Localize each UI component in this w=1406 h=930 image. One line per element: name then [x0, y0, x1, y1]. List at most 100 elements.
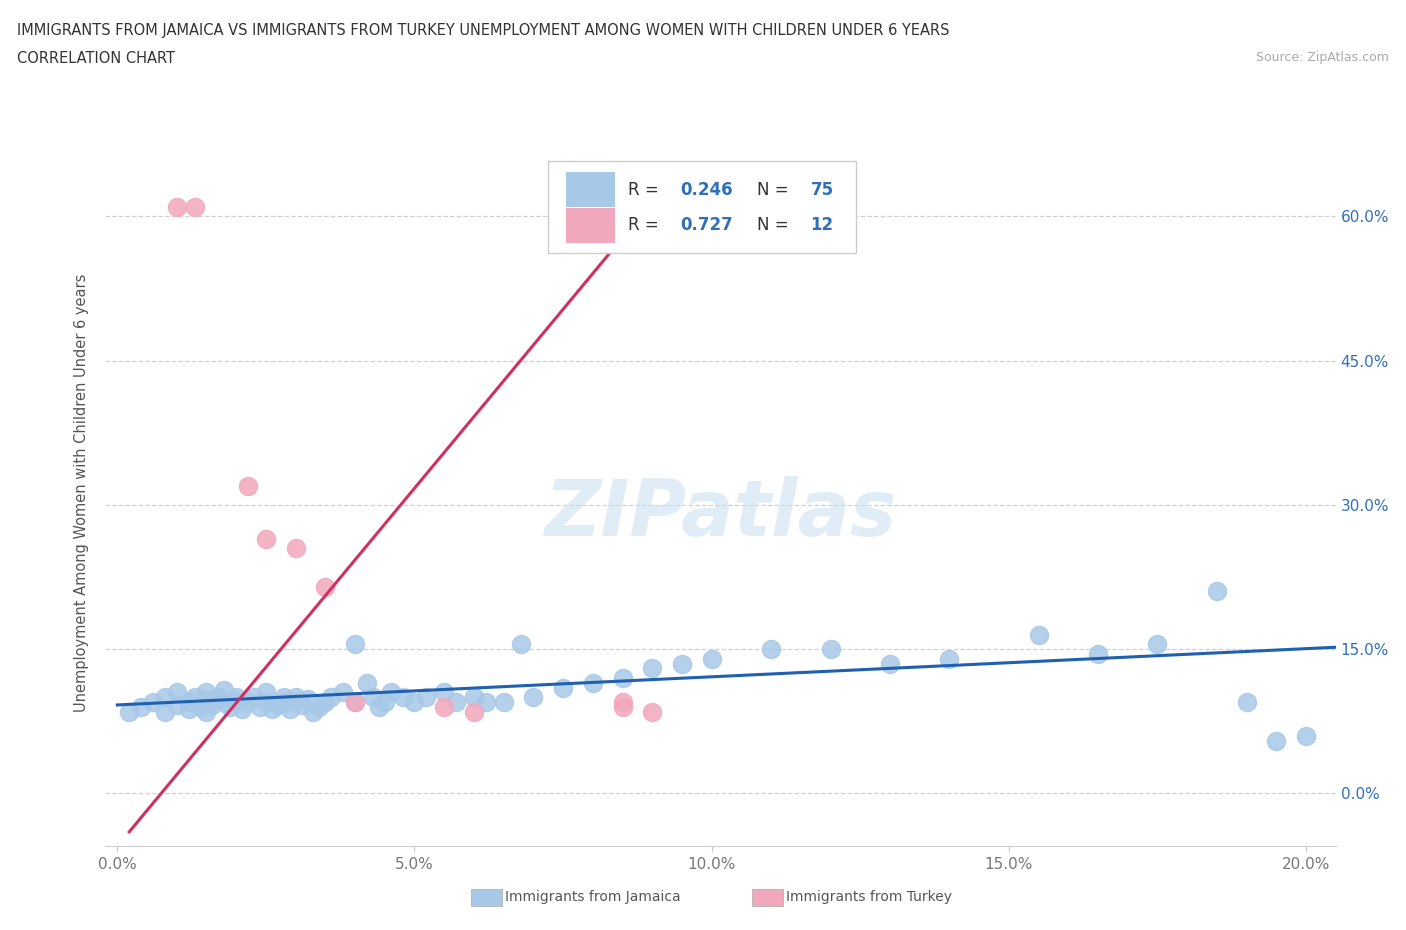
Point	[118, 704, 141, 719]
Point	[1236, 695, 1258, 710]
Point	[671, 657, 693, 671]
Point	[236, 478, 259, 493]
Point	[582, 675, 605, 690]
Point	[938, 651, 960, 666]
Text: R =: R =	[628, 180, 664, 199]
Point	[260, 701, 283, 716]
Point	[249, 699, 271, 714]
Point	[153, 690, 176, 705]
Point	[243, 690, 266, 705]
Point	[284, 690, 307, 705]
Point	[475, 695, 498, 710]
Point	[129, 699, 152, 714]
Point	[142, 695, 165, 710]
Text: N =: N =	[758, 180, 794, 199]
Point	[254, 531, 277, 546]
Point	[1087, 646, 1109, 661]
Point	[190, 699, 212, 714]
Point	[492, 695, 515, 710]
Point	[1295, 728, 1317, 743]
Point	[308, 699, 330, 714]
Point	[201, 698, 224, 712]
FancyBboxPatch shape	[548, 161, 856, 253]
Point	[284, 540, 307, 555]
Point	[1146, 637, 1168, 652]
FancyBboxPatch shape	[565, 172, 614, 207]
Point	[641, 704, 664, 719]
Point	[463, 690, 485, 705]
Point	[879, 657, 901, 671]
Point	[177, 701, 200, 716]
Point	[332, 685, 354, 700]
Point	[273, 690, 295, 705]
Point	[551, 680, 574, 695]
Point	[433, 699, 456, 714]
Point	[153, 704, 176, 719]
Point	[166, 685, 188, 700]
Point	[290, 698, 312, 712]
Point	[166, 199, 188, 214]
Point	[820, 642, 842, 657]
Point	[344, 637, 367, 652]
Point	[219, 699, 242, 714]
Point	[404, 695, 426, 710]
Text: N =: N =	[758, 217, 794, 234]
Point	[612, 699, 634, 714]
Text: IMMIGRANTS FROM JAMAICA VS IMMIGRANTS FROM TURKEY UNEMPLOYMENT AMONG WOMEN WITH : IMMIGRANTS FROM JAMAICA VS IMMIGRANTS FR…	[17, 23, 949, 38]
Point	[254, 685, 277, 700]
Point	[214, 682, 236, 697]
Point	[391, 690, 413, 705]
Point	[297, 692, 319, 707]
Point	[214, 695, 236, 710]
Text: Source: ZipAtlas.com: Source: ZipAtlas.com	[1256, 51, 1389, 64]
Point	[433, 685, 456, 700]
Point	[314, 695, 336, 710]
Point	[321, 690, 343, 705]
Point	[254, 695, 277, 710]
Point	[231, 701, 253, 716]
Point	[195, 704, 218, 719]
Point	[356, 675, 378, 690]
Point	[302, 704, 325, 719]
Y-axis label: Unemployment Among Women with Children Under 6 years: Unemployment Among Women with Children U…	[75, 273, 90, 712]
Point	[344, 695, 367, 710]
Point	[700, 651, 723, 666]
Point	[278, 701, 301, 716]
Point	[522, 690, 544, 705]
Point	[236, 695, 259, 710]
Point	[267, 698, 290, 712]
Point	[177, 695, 200, 710]
Text: CORRELATION CHART: CORRELATION CHART	[17, 51, 174, 66]
Point	[415, 690, 437, 705]
Point	[1265, 733, 1288, 748]
Point	[510, 637, 533, 652]
Point	[344, 695, 367, 710]
Text: 75: 75	[810, 180, 834, 199]
Point	[207, 690, 229, 705]
Point	[166, 698, 188, 712]
Point	[759, 642, 782, 657]
Point	[225, 690, 247, 705]
Point	[273, 695, 295, 710]
FancyBboxPatch shape	[565, 207, 614, 243]
Point	[361, 690, 384, 705]
Text: ZIPatlas: ZIPatlas	[544, 476, 897, 552]
Text: 12: 12	[810, 217, 834, 234]
Point	[314, 579, 336, 594]
Point	[374, 695, 396, 710]
Point	[641, 661, 664, 676]
Point	[1205, 584, 1227, 599]
Point	[367, 699, 389, 714]
Point	[1028, 628, 1050, 643]
Text: Immigrants from Jamaica: Immigrants from Jamaica	[505, 890, 681, 905]
Point	[463, 704, 485, 719]
Point	[444, 695, 467, 710]
Point	[284, 695, 307, 710]
Text: 0.246: 0.246	[681, 180, 733, 199]
Point	[195, 685, 218, 700]
Text: Immigrants from Turkey: Immigrants from Turkey	[786, 890, 952, 905]
Point	[195, 692, 218, 707]
Point	[183, 690, 205, 705]
Point	[225, 695, 247, 710]
Point	[612, 671, 634, 685]
